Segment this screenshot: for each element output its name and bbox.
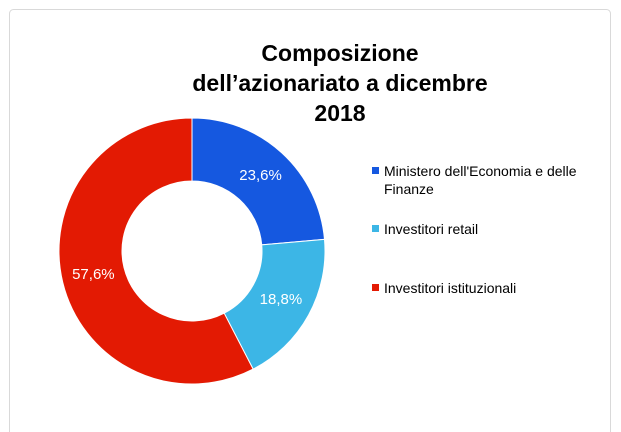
chart-border: [9, 9, 611, 432]
donut-slice: [223, 238, 326, 370]
legend-swatch: [372, 284, 379, 291]
data-label: 23,6%: [239, 167, 282, 184]
legend-swatch: [372, 167, 379, 174]
donut-slice: [58, 117, 254, 385]
legend-item: Investitori retail: [372, 220, 604, 238]
chart-title: Composizione dell’azionariato a dicembre…: [192, 40, 488, 126]
legend-item: Ministero dell'Economia e delle Finanze: [372, 162, 604, 198]
legend-swatch: [372, 225, 379, 232]
legend-label: Investitori istituzionali: [384, 280, 517, 296]
data-label: 18,8%: [260, 291, 303, 308]
donut-slice: [191, 117, 326, 246]
legend-label: Investitori retail: [384, 221, 479, 237]
legend-item: Investitori istituzionali: [372, 279, 604, 297]
legend-label: Ministero dell'Economia e delle Finanze: [384, 163, 577, 197]
data-label: 57,6%: [72, 266, 115, 283]
